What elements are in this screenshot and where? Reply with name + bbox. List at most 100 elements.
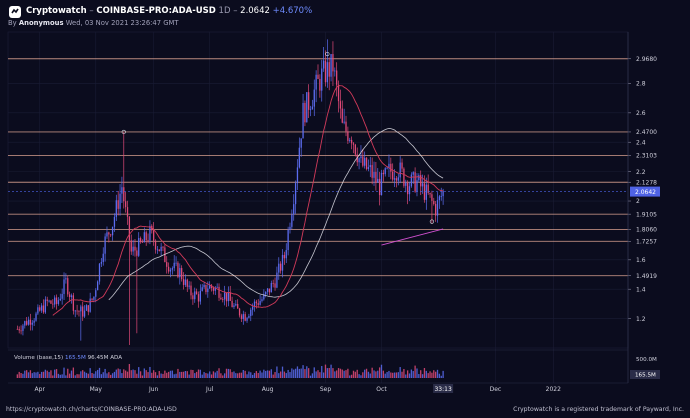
candle-body [57, 300, 60, 304]
candle-body [182, 279, 185, 285]
volume-bar [82, 370, 84, 378]
candle [29, 313, 32, 331]
volume-bar [27, 372, 30, 378]
volume-bar [169, 370, 172, 378]
candle [293, 194, 295, 221]
candle [229, 285, 231, 302]
cryptowatch-logo-icon [9, 6, 21, 18]
candle-body [289, 226, 291, 230]
candle [377, 168, 379, 183]
candle-body [153, 230, 155, 241]
candle [141, 239, 144, 243]
candle-body [382, 172, 385, 175]
trend-line-segment[interactable] [381, 228, 444, 246]
volume-bar [40, 371, 43, 378]
volume-bar [438, 373, 441, 378]
candle-body [35, 313, 37, 321]
candle [167, 262, 170, 274]
volume-bar [203, 372, 205, 378]
candle [406, 180, 409, 205]
volume-bar [162, 373, 164, 378]
candle-body [110, 234, 112, 236]
candle [216, 283, 218, 289]
candle-body [399, 162, 401, 178]
volume-bar [253, 373, 256, 378]
candle [410, 172, 413, 188]
volume-bar [392, 372, 394, 378]
candle-body [44, 299, 47, 313]
volume-bar [39, 373, 41, 378]
volume-bar [309, 375, 312, 378]
volume-bar [194, 373, 196, 378]
volume-bar [349, 375, 351, 378]
candle-body [220, 297, 222, 300]
volume-bar [141, 375, 144, 378]
volume-bar [52, 375, 54, 378]
volume-bar [294, 368, 297, 378]
candle-body [326, 62, 328, 83]
annotation-point[interactable] [325, 51, 330, 57]
volume-bar [18, 371, 20, 378]
price-tick-label: 1.4919 [636, 273, 657, 280]
candle [52, 299, 54, 309]
candle-body [265, 291, 267, 295]
volume-bar [164, 370, 166, 378]
trademark-note: Cryptowatch is a registered trademark of… [513, 406, 684, 413]
candle-body [169, 269, 172, 272]
volume-bar [378, 367, 381, 378]
volume-bar [26, 370, 28, 378]
candle-body [18, 329, 20, 331]
candle [173, 255, 175, 272]
volume-bar [31, 373, 33, 378]
candle [418, 173, 420, 183]
candle [315, 70, 317, 103]
volume-bar [123, 369, 125, 378]
volume-bar [57, 373, 60, 378]
volume-bar [166, 372, 168, 378]
volume-bar [315, 371, 317, 378]
volume-bar [201, 374, 203, 378]
volume-bar [313, 367, 315, 378]
price-axis[interactable]: 2.9680 2.8 2.6 2.4700 2.4 2.3103 2.2 2.1278 2 1.9… [8, 32, 660, 383]
current-price-tag [630, 186, 660, 197]
candle [431, 190, 433, 224]
volume-bar [336, 370, 338, 378]
candle [412, 171, 414, 184]
volume-bar [65, 375, 67, 378]
volume-bar [248, 371, 250, 378]
candle [190, 281, 192, 300]
candle-body [369, 165, 371, 168]
volume-bar [91, 372, 93, 378]
candle [35, 311, 37, 322]
candle [222, 297, 224, 303]
candle-body [317, 74, 319, 79]
candle [134, 239, 136, 257]
moving-averages [52, 85, 444, 316]
candle [371, 157, 373, 185]
chart-url[interactable]: https://cryptowatch.ch/charts/COINBASE-P… [6, 406, 177, 413]
candle [433, 197, 435, 206]
chart-header: Cryptowatch – COINBASE-PRO:ADA-USD 1D – … [0, 0, 690, 32]
volume-bar [113, 371, 116, 378]
volume-bar [395, 372, 398, 378]
volume-bar [356, 369, 358, 378]
volume-bar [367, 371, 370, 378]
candle-body [377, 178, 379, 183]
candle [246, 316, 248, 323]
time-axis[interactable]: Apr May Jun Jul Aug Sep Oct Dec 2022 33:13 [8, 382, 628, 393]
candle [31, 320, 33, 331]
annotation-point[interactable] [121, 129, 126, 135]
candle-body [113, 216, 116, 227]
moving-average-fast [52, 85, 444, 316]
candle [358, 157, 360, 170]
volume-bar [268, 370, 271, 378]
price-tick-label: 2 [636, 198, 640, 205]
candle-body [42, 305, 45, 313]
volume-bar [429, 371, 431, 378]
volume-bar [296, 366, 299, 378]
annotation-point[interactable] [429, 219, 435, 224]
candle-body [192, 295, 194, 300]
volume-bar [412, 371, 414, 378]
volume-bar [87, 373, 89, 378]
